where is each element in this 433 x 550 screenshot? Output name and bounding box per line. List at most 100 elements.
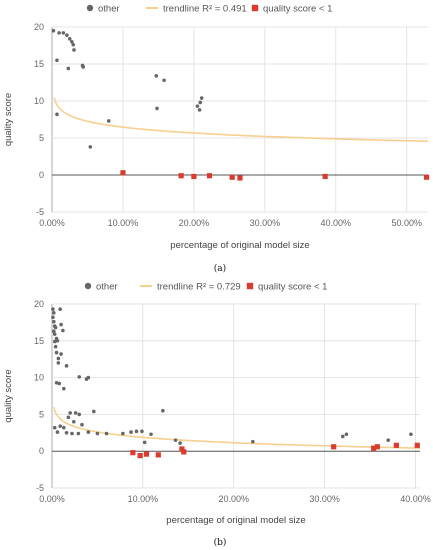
- other-point: [161, 408, 165, 413]
- x-tick-label: 30.00%: [309, 494, 340, 504]
- x-tick-label: 50.00%: [391, 218, 422, 228]
- other-point: [64, 431, 69, 435]
- y-tick-label: 10: [34, 373, 44, 383]
- x-tick-label: 40.00%: [400, 494, 431, 504]
- other-point: [72, 419, 76, 424]
- panel-caption: (b): [214, 537, 227, 548]
- low-quality-point: [120, 170, 126, 176]
- y-tick-label: 0: [39, 446, 44, 456]
- y-tick-label: 10: [34, 96, 44, 106]
- legend-other-label: other: [98, 4, 120, 15]
- other-point: [76, 431, 81, 436]
- other-point: [57, 31, 61, 35]
- other-point: [197, 108, 202, 112]
- low-quality-point: [143, 451, 150, 457]
- other-point: [142, 440, 147, 445]
- legend-low-quality-label: quality score < 1: [258, 282, 327, 293]
- low-quality-point: [130, 450, 136, 456]
- low-quality-point: [206, 173, 213, 179]
- trendline: [53, 406, 421, 449]
- other-point: [77, 412, 82, 417]
- low-quality-point: [423, 174, 430, 180]
- other-point: [70, 431, 74, 436]
- panel-caption: (a): [214, 263, 226, 274]
- x-axis-label: percentage of original model size: [166, 515, 305, 526]
- other-point: [121, 431, 125, 436]
- other-point: [52, 311, 56, 315]
- other-point: [91, 409, 96, 414]
- other-point: [80, 422, 84, 427]
- x-tick-label: 40.00%: [321, 218, 352, 228]
- other-point: [57, 381, 62, 386]
- other-point: [61, 328, 65, 333]
- legend-other-marker: [86, 4, 94, 12]
- other-point: [53, 325, 58, 330]
- other-point: [95, 431, 100, 436]
- legend-trendline-label: trendline R² = 0.491: [163, 4, 247, 15]
- chart-a: 0.00% 10.00% 20.00% 30.00% 40.00% 50.00% -5 0 5 1…: [3, 4, 430, 274]
- other-point: [77, 375, 82, 379]
- y-tick-label: -5: [36, 483, 44, 493]
- other-point: [71, 42, 76, 47]
- x-tick-label: 10.00%: [108, 218, 139, 228]
- y-axis-label: quality score: [3, 369, 14, 422]
- other-point: [62, 425, 66, 430]
- other-point: [409, 432, 413, 437]
- x-tick-label: 0.00%: [39, 494, 65, 504]
- other-point: [195, 104, 200, 108]
- x-axis-label: percentage of original model size: [170, 240, 309, 251]
- low-quality-point: [191, 173, 197, 180]
- other-point: [251, 439, 255, 444]
- legend: other trendline R² = 0.491 quality score <…: [86, 4, 332, 15]
- low-quality-point: [155, 452, 161, 458]
- other-point: [88, 145, 93, 149]
- other-point: [149, 432, 153, 437]
- other-point: [70, 40, 74, 44]
- other-point: [54, 380, 59, 385]
- other-point: [129, 430, 133, 434]
- legend: other trendline R² = 0.729 quality score <…: [84, 282, 327, 293]
- other-point: [55, 430, 60, 434]
- other-point: [198, 100, 203, 105]
- other-point: [81, 65, 86, 69]
- y-tick-label: 20: [34, 299, 44, 309]
- low-quality-point: [414, 442, 420, 448]
- x-tick-label: 30.00%: [250, 218, 281, 228]
- low-quality-point: [374, 444, 380, 450]
- other-point: [86, 375, 91, 380]
- other-point: [59, 352, 63, 356]
- legend-low-quality-marker: [246, 282, 254, 290]
- other-point: [66, 66, 71, 71]
- other-point: [55, 339, 60, 343]
- other-point: [61, 31, 66, 35]
- low-quality-point: [237, 175, 243, 181]
- other-point: [386, 438, 390, 442]
- low-quality-point: [393, 442, 399, 448]
- x-tick-label: 20.00%: [179, 218, 210, 228]
- other-point: [106, 119, 111, 123]
- other-point: [52, 332, 57, 336]
- y-axis-label: quality score: [3, 93, 14, 146]
- y-tick-label: 5: [39, 133, 44, 143]
- other-point: [178, 441, 182, 445]
- low-quality-point: [181, 449, 187, 455]
- other-point: [51, 307, 55, 311]
- y-tick-label: 20: [34, 22, 44, 32]
- x-tick-label: 0.00%: [39, 218, 65, 228]
- y-tick-label: -5: [36, 207, 44, 217]
- y-tick-label: 15: [34, 59, 44, 69]
- x-tick-label: 10.00%: [128, 494, 159, 504]
- low-quality-point: [371, 445, 377, 451]
- other-point: [199, 96, 204, 100]
- other-point: [86, 430, 91, 434]
- y-tick-label: 5: [39, 409, 44, 419]
- legend-other-marker: [84, 282, 92, 290]
- legend-low-quality-marker: [251, 4, 259, 12]
- other-point: [62, 386, 66, 391]
- other-point: [68, 411, 72, 415]
- other-point: [134, 429, 139, 434]
- other-point: [154, 74, 159, 78]
- other-point: [64, 364, 69, 368]
- other-point: [59, 322, 63, 327]
- other-point: [52, 425, 57, 430]
